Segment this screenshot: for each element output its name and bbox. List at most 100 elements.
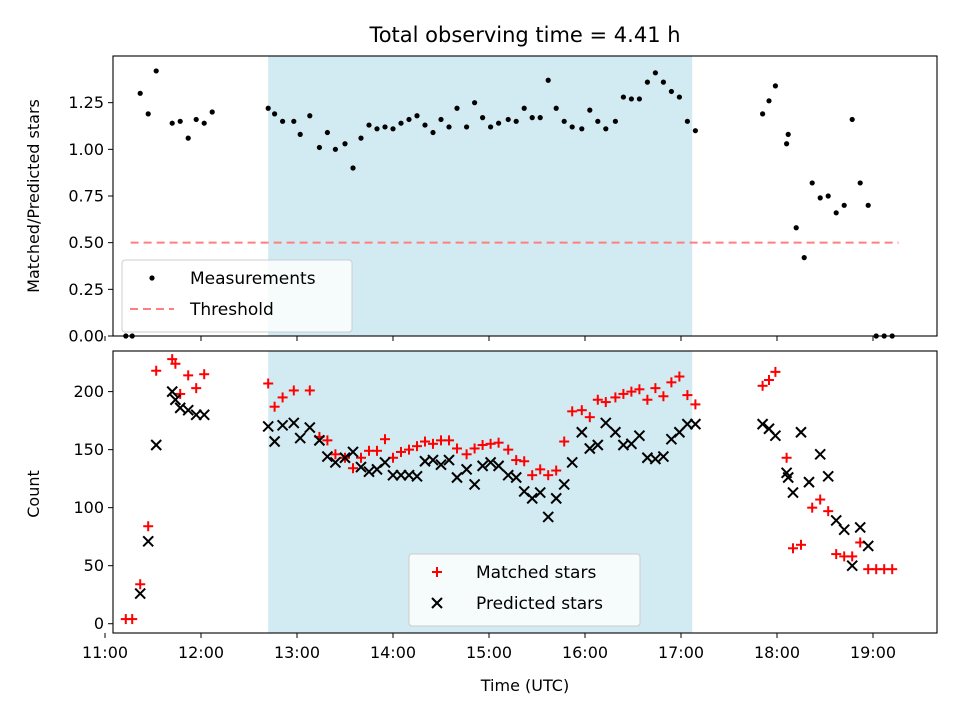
top-series-measurements-point: [145, 111, 151, 117]
bottom-series-predicted-stars-point: [814, 448, 826, 460]
bottom-series-matched-stars-point: [288, 385, 299, 396]
top-series-measurements-point: [684, 118, 691, 124]
bottom-series-predicted-stars-point: [795, 426, 807, 438]
top-series-measurements-point: [472, 100, 478, 106]
bottom-series-matched-stars-point: [567, 406, 578, 417]
bottom-series-matched-stars-point: [503, 444, 514, 455]
top-series-measurements-point: [587, 107, 593, 113]
top-series-measurements-point: [350, 165, 356, 171]
bottom-series-predicted-stars-point: [451, 471, 463, 484]
bottom-series-matched-stars-point: [527, 470, 538, 481]
bottom-series-predicted-stars-point: [347, 446, 359, 458]
bottom-legend-box: [408, 553, 641, 627]
top-series-measurements-point: [193, 116, 199, 123]
bottom-y-tick-label: 100: [73, 498, 104, 517]
bottom-series-matched-stars-point: [372, 445, 382, 456]
bottom-series-matched-stars-point: [666, 377, 677, 388]
top-series-measurements-point: [496, 120, 502, 126]
bottom-series-predicted-stars-point: [134, 587, 146, 600]
bottom-y-tick-label: 50: [84, 556, 104, 575]
bottom-series-predicted-stars-point: [782, 471, 794, 484]
top-series-measurements-point: [153, 68, 159, 74]
bottom-series-predicted-stars-point: [854, 521, 866, 534]
bottom-series-matched-stars-point: [770, 366, 781, 377]
bottom-series-matched-stars-point: [807, 502, 818, 513]
bottom-series-predicted-stars-point: [510, 471, 522, 484]
bottom-y-tick-label: 0: [94, 614, 104, 633]
bottom-series-predicted-stars-point: [313, 434, 326, 447]
bottom-series-matched-stars-point: [127, 614, 138, 625]
bottom-series-matched-stars-point: [642, 394, 653, 405]
top-series-measurements-point: [177, 118, 183, 124]
bottom-series-predicted-stars-point: [803, 476, 815, 488]
top-y-tick-label: 0.50: [68, 233, 104, 252]
top-series-measurements-point: [760, 111, 766, 117]
top-y-tick-label: 0.75: [68, 187, 104, 206]
bottom-series-predicted-stars-point: [443, 454, 455, 466]
bottom-series-predicted-stars-point: [166, 385, 178, 398]
top-series-measurements-point: [785, 131, 791, 137]
bottom-series-predicted-stars-point: [830, 514, 842, 527]
chart-title: Total observing time = 4.41 h: [368, 23, 680, 47]
bottom-y-tick-label: 150: [73, 440, 104, 459]
bottom-series-predicted-stars-point: [268, 435, 281, 448]
bottom-series-predicted-stars-point: [276, 419, 289, 431]
bottom-series-predicted-stars-point: [174, 402, 186, 414]
bottom-series-predicted-stars-point: [576, 426, 588, 438]
bottom-series-predicted-stars-point: [838, 524, 850, 536]
bottom-series-predicted-stars-point: [476, 460, 489, 472]
top-series-measurements-point: [569, 124, 575, 130]
top-series-measurements-point: [488, 124, 494, 130]
top-series-measurements-point: [280, 118, 286, 124]
top-series-measurements-point: [137, 90, 143, 96]
top-series-measurements-point: [612, 118, 619, 124]
top-series-measurements-point: [169, 120, 175, 126]
bottom-series-matched-stars-point: [788, 543, 798, 554]
bottom-series-matched-stars-point: [511, 455, 522, 466]
top-series-measurements-point: [529, 115, 535, 121]
top-series-measurements-point: [660, 79, 667, 85]
top-series-measurements-point: [358, 135, 364, 141]
bottom-series-matched-stars-point: [618, 388, 629, 399]
bottom-legend-swatch: [432, 567, 442, 577]
bottom-series-matched-stars-point: [356, 452, 366, 463]
top-series-measurements-point: [793, 225, 799, 231]
top-y-tick-label: 0.00: [68, 327, 104, 346]
top-series-measurements-point: [297, 131, 303, 137]
bottom-series-predicted-stars-point: [502, 469, 514, 481]
bottom-x-tick-label: 16:00: [562, 643, 608, 662]
top-series-measurements-point: [620, 94, 627, 100]
bottom-series-predicted-stars-point: [142, 535, 154, 548]
top-series-measurements-point: [342, 141, 348, 147]
bottom-series-matched-stars-point: [469, 443, 480, 454]
top-series-measurements-point: [185, 135, 191, 141]
bottom-legend-label: Matched stars: [476, 563, 596, 583]
top-series-measurements-point: [809, 180, 815, 186]
bottom-series-matched-stars-point: [330, 449, 341, 460]
bottom-series-matched-stars-point: [519, 456, 530, 467]
bottom-series-matched-stars-point: [175, 388, 186, 399]
bottom-series-matched-stars-point: [277, 392, 288, 403]
bottom-series-predicted-stars-point: [294, 432, 306, 444]
top-series-measurements-point: [636, 96, 643, 102]
bottom-series-predicted-stars-point: [584, 442, 596, 455]
bottom-series-matched-stars-point: [626, 386, 637, 397]
bottom-series-matched-stars-point: [444, 435, 454, 446]
top-series-measurements-point: [579, 126, 585, 132]
top-series-measurements-point: [382, 124, 388, 130]
bottom-series-matched-stars-point: [452, 443, 462, 454]
bottom-series-predicted-stars-point: [592, 439, 604, 451]
bottom-series-matched-stars-point: [658, 391, 669, 402]
top-series-measurements-point: [545, 77, 551, 83]
bottom-series-matched-stars-point: [304, 385, 315, 396]
bottom-y-tick-label: 200: [73, 382, 104, 401]
top-series-measurements-point: [537, 115, 543, 121]
top-series-measurements-point: [833, 210, 839, 216]
bottom-x-tick-label: 11:00: [82, 643, 128, 662]
top-series-measurements-point: [857, 180, 863, 186]
bottom-series-matched-stars-point: [674, 371, 685, 382]
bottom-series-predicted-stars-point: [689, 418, 702, 430]
top-series-measurements-point: [561, 118, 567, 124]
bottom-series-predicted-stars-point: [787, 486, 799, 499]
bottom-series-matched-stars-point: [535, 464, 546, 475]
